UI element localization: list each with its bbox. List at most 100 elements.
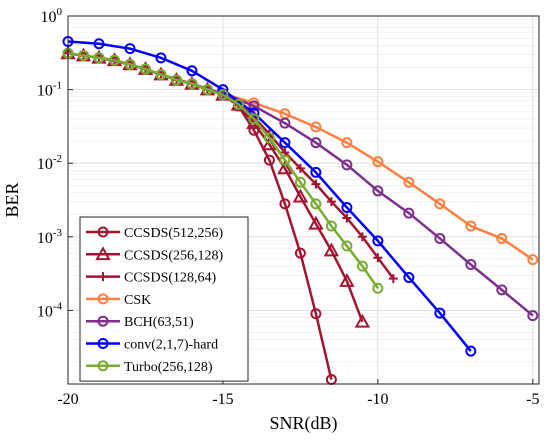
data-point: [279, 137, 291, 149]
data-point: [93, 52, 105, 64]
data-point: [372, 235, 384, 247]
data-point: [295, 163, 305, 173]
legend-marker: [97, 338, 109, 349]
data-point: [248, 100, 260, 112]
data-point: [341, 137, 353, 149]
data-point: [325, 220, 337, 232]
y-axis-title: BER: [2, 182, 22, 217]
data-point: [465, 259, 477, 271]
data-point: [403, 271, 415, 283]
data-point: [217, 89, 229, 101]
legend-item-conv-2-1-7-hard: conv(2,1,7)-hard: [86, 338, 218, 353]
data-point: [354, 313, 371, 328]
data-point: [201, 84, 213, 96]
legend-marker: [97, 293, 109, 305]
data-point: [527, 254, 539, 266]
legend-marker: [98, 272, 108, 282]
x-axis-title: SNR(dB): [269, 413, 337, 434]
legend-label: CCSDS(128,64): [124, 271, 217, 286]
data-point: [186, 78, 198, 90]
data-point: [155, 69, 167, 81]
data-point: [434, 232, 446, 244]
legend-label: CSK: [124, 293, 151, 308]
data-point: [403, 176, 415, 188]
data-point: [310, 121, 322, 133]
data-point: [294, 176, 306, 188]
data-point: [496, 232, 508, 244]
data-point: [277, 160, 293, 175]
legend-item-ccsds-128-64: CCSDS(128,64): [86, 271, 217, 286]
legend-marker: [95, 246, 111, 261]
data-point: [339, 273, 355, 287]
legend-item-csk: CSK: [86, 293, 151, 308]
data-point: [496, 284, 508, 296]
data-point: [310, 137, 322, 149]
data-point: [310, 166, 322, 178]
legend-item-bch-63-51: BCH(63,51): [86, 315, 194, 330]
data-point: [465, 220, 477, 232]
data-point: [77, 50, 89, 62]
data-point: [388, 274, 398, 284]
data-point: [308, 215, 324, 230]
data-point: [93, 38, 105, 50]
axis-ticks: -20 -15 -10 -5 100 10-1 10-2 10-3 10-4: [37, 6, 540, 408]
data-point: [326, 197, 336, 207]
data-point: [248, 113, 260, 125]
x-tick-label: -15: [212, 391, 233, 408]
y-tick-label: 10-4: [37, 300, 63, 320]
data-point: [434, 307, 446, 319]
data-point: [311, 179, 321, 189]
data-point: [372, 156, 384, 168]
x-tick-label: -20: [57, 391, 78, 408]
data-point: [310, 198, 322, 210]
data-point: [170, 74, 182, 86]
legend-label: BCH(63,51): [124, 315, 194, 330]
legend-label: CCSDS(256,128): [124, 248, 224, 263]
x-tick-label: -5: [526, 391, 539, 408]
data-point: [342, 213, 352, 223]
x-tick-label: -10: [367, 391, 388, 408]
data-point: [263, 154, 275, 166]
data-point: [139, 63, 151, 75]
data-point: [373, 253, 383, 263]
data-point: [292, 188, 309, 203]
series-layer: [60, 36, 539, 386]
plot-frame: [67, 15, 540, 385]
data-point: [403, 207, 415, 219]
data-point: [357, 232, 367, 242]
legend-item-turbo-256-128: Turbo(256,128): [86, 360, 213, 375]
data-point: [279, 117, 291, 129]
legend-marker: [97, 226, 109, 238]
data-point: [356, 260, 368, 272]
data-point: [434, 198, 446, 210]
data-point: [527, 310, 539, 322]
data-point: [310, 308, 322, 320]
data-point: [341, 202, 353, 214]
legend-marker: [97, 315, 109, 327]
legend-label: Turbo(256,128): [124, 360, 213, 375]
data-point: [186, 65, 198, 77]
data-point: [372, 185, 384, 197]
y-tick-label: 10-1: [37, 80, 62, 100]
y-tick-label: 10-3: [37, 227, 63, 247]
legend-marker: [97, 360, 109, 372]
data-point: [155, 52, 167, 64]
data-point: [341, 240, 353, 252]
data-point: [372, 282, 384, 294]
legend: CCSDS(512,256) CCSDS(256,128) CCSDS(128,64…: [79, 216, 249, 382]
y-tick-label: 100: [41, 6, 63, 26]
data-point: [232, 98, 244, 110]
legend-item-ccsds-512-256: CCSDS(512,256): [86, 226, 224, 241]
data-point: [263, 132, 275, 144]
data-point: [124, 43, 136, 55]
data-point: [465, 345, 477, 357]
data-point: [124, 58, 136, 70]
legend-label: conv(2,1,7)-hard: [124, 338, 218, 353]
legend-item-ccsds-256-128: CCSDS(256,128): [86, 246, 224, 263]
data-point: [294, 247, 306, 259]
data-point: [279, 154, 291, 166]
data-point: [108, 54, 120, 66]
data-point: [323, 242, 340, 257]
data-point: [341, 159, 353, 171]
